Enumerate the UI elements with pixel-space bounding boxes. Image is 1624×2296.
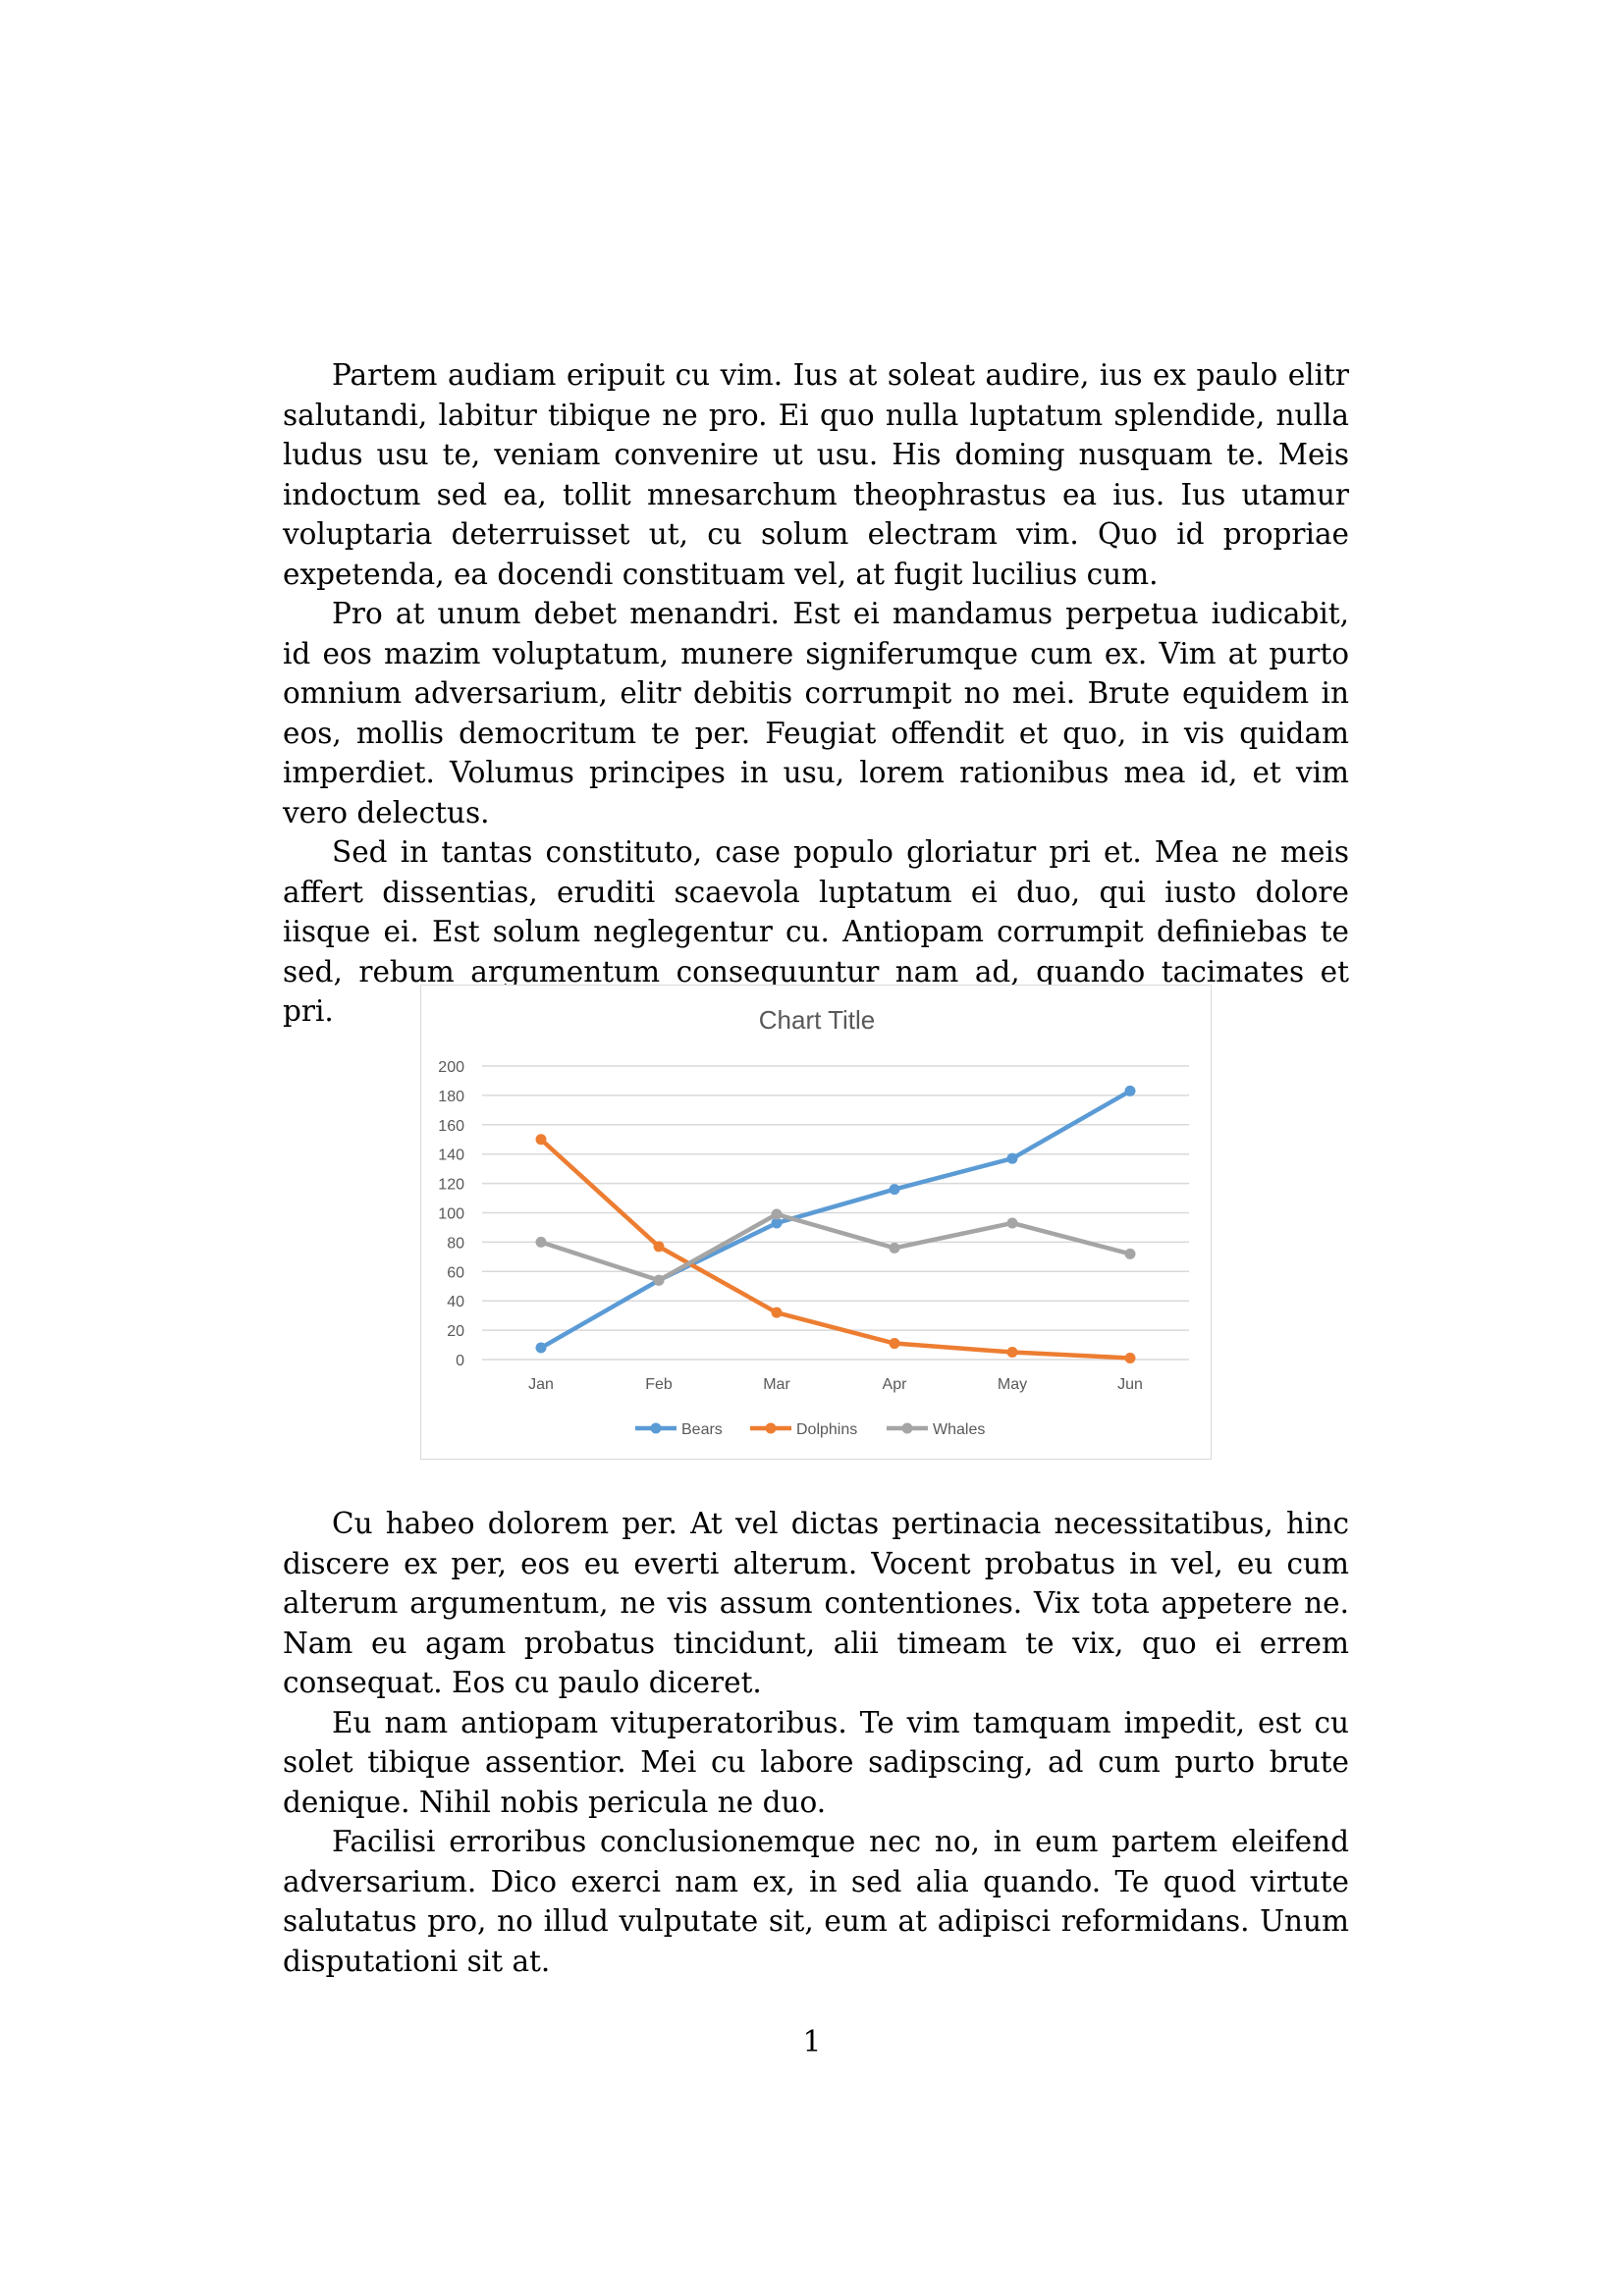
x-tick-label: Jun	[1117, 1376, 1143, 1393]
data-point-bears	[889, 1184, 900, 1196]
chart-title: Chart Title	[759, 1005, 876, 1035]
x-tick-label: Mar	[763, 1376, 790, 1393]
paragraph: Facilisi erroribus conclusionemque nec n…	[283, 1825, 1349, 1978]
series-line-bears	[538, 1089, 1133, 1351]
legend-marker-dolphins	[765, 1422, 777, 1434]
legend-label: Dolphins	[796, 1421, 857, 1438]
y-tick-label: 120	[438, 1177, 464, 1194]
paragraph: Pro at unum debet menandri. Est ei manda…	[283, 597, 1349, 829]
legend-marker-bears	[650, 1422, 662, 1434]
y-tick-label: 20	[447, 1323, 464, 1340]
x-tick-label: Apr	[883, 1376, 908, 1393]
series-line-dolphins	[538, 1137, 1133, 1361]
page-number: 1	[802, 2025, 822, 2058]
legend-label: Whales	[933, 1421, 985, 1438]
y-tick-label: 0	[456, 1353, 464, 1369]
data-point-bears	[1006, 1152, 1018, 1164]
data-point-dolphins	[889, 1338, 900, 1350]
paragraph: Partem audiam eripuit cu vim. Ius at sol…	[283, 358, 1349, 591]
y-tick-label: 80	[447, 1235, 464, 1252]
data-point-whales	[1006, 1217, 1018, 1229]
data-point-bears	[1124, 1085, 1136, 1096]
x-tick-label: Feb	[645, 1376, 673, 1393]
data-point-dolphins	[1124, 1353, 1136, 1364]
y-tick-label: 40	[447, 1294, 464, 1310]
x-tick-label: Jan	[528, 1376, 554, 1393]
y-tick-label: 180	[438, 1089, 464, 1105]
data-point-whales	[889, 1242, 900, 1254]
data-point-dolphins	[535, 1134, 547, 1146]
paragraph: Sed in tantas constituto, case populo gl…	[283, 835, 1349, 1028]
body-text-top: Partem audiam eripuit cu vim. Ius at sol…	[283, 355, 1349, 1032]
data-point-dolphins	[653, 1241, 665, 1253]
data-point-whales	[771, 1208, 783, 1220]
legend-label: Bears	[681, 1421, 723, 1438]
data-point-bears	[771, 1217, 783, 1229]
data-point-whales	[653, 1274, 665, 1286]
paragraph: Eu nam antiopam vituperatoribus. Te vim …	[283, 1705, 1349, 1819]
data-point-bears	[535, 1342, 547, 1354]
y-tick-label: 100	[438, 1206, 464, 1223]
body-text-bottom: Cu habeo dolorem per. At vel dictas pert…	[283, 1504, 1349, 1981]
x-tick-label: May	[998, 1376, 1027, 1393]
y-tick-label: 200	[438, 1059, 464, 1076]
data-point-dolphins	[771, 1307, 783, 1318]
series-line-whales	[538, 1211, 1133, 1283]
y-tick-label: 60	[447, 1264, 464, 1281]
chart-canvas: Chart Title 0 20 40 60 80 100 120 140 160 180 200 Ja…	[438, 1005, 1189, 1438]
data-point-whales	[1124, 1248, 1136, 1259]
legend-marker-whales	[901, 1422, 913, 1434]
data-point-dolphins	[1006, 1347, 1018, 1359]
data-point-whales	[535, 1236, 547, 1248]
line-chart: Chart Title 0 20 40 60 80 100 120 140 160 180 200 Ja…	[420, 985, 1212, 1460]
paragraph: Cu habeo dolorem per. At vel dictas pert…	[283, 1507, 1349, 1699]
y-tick-label: 160	[438, 1118, 464, 1135]
y-tick-label: 140	[438, 1148, 464, 1164]
